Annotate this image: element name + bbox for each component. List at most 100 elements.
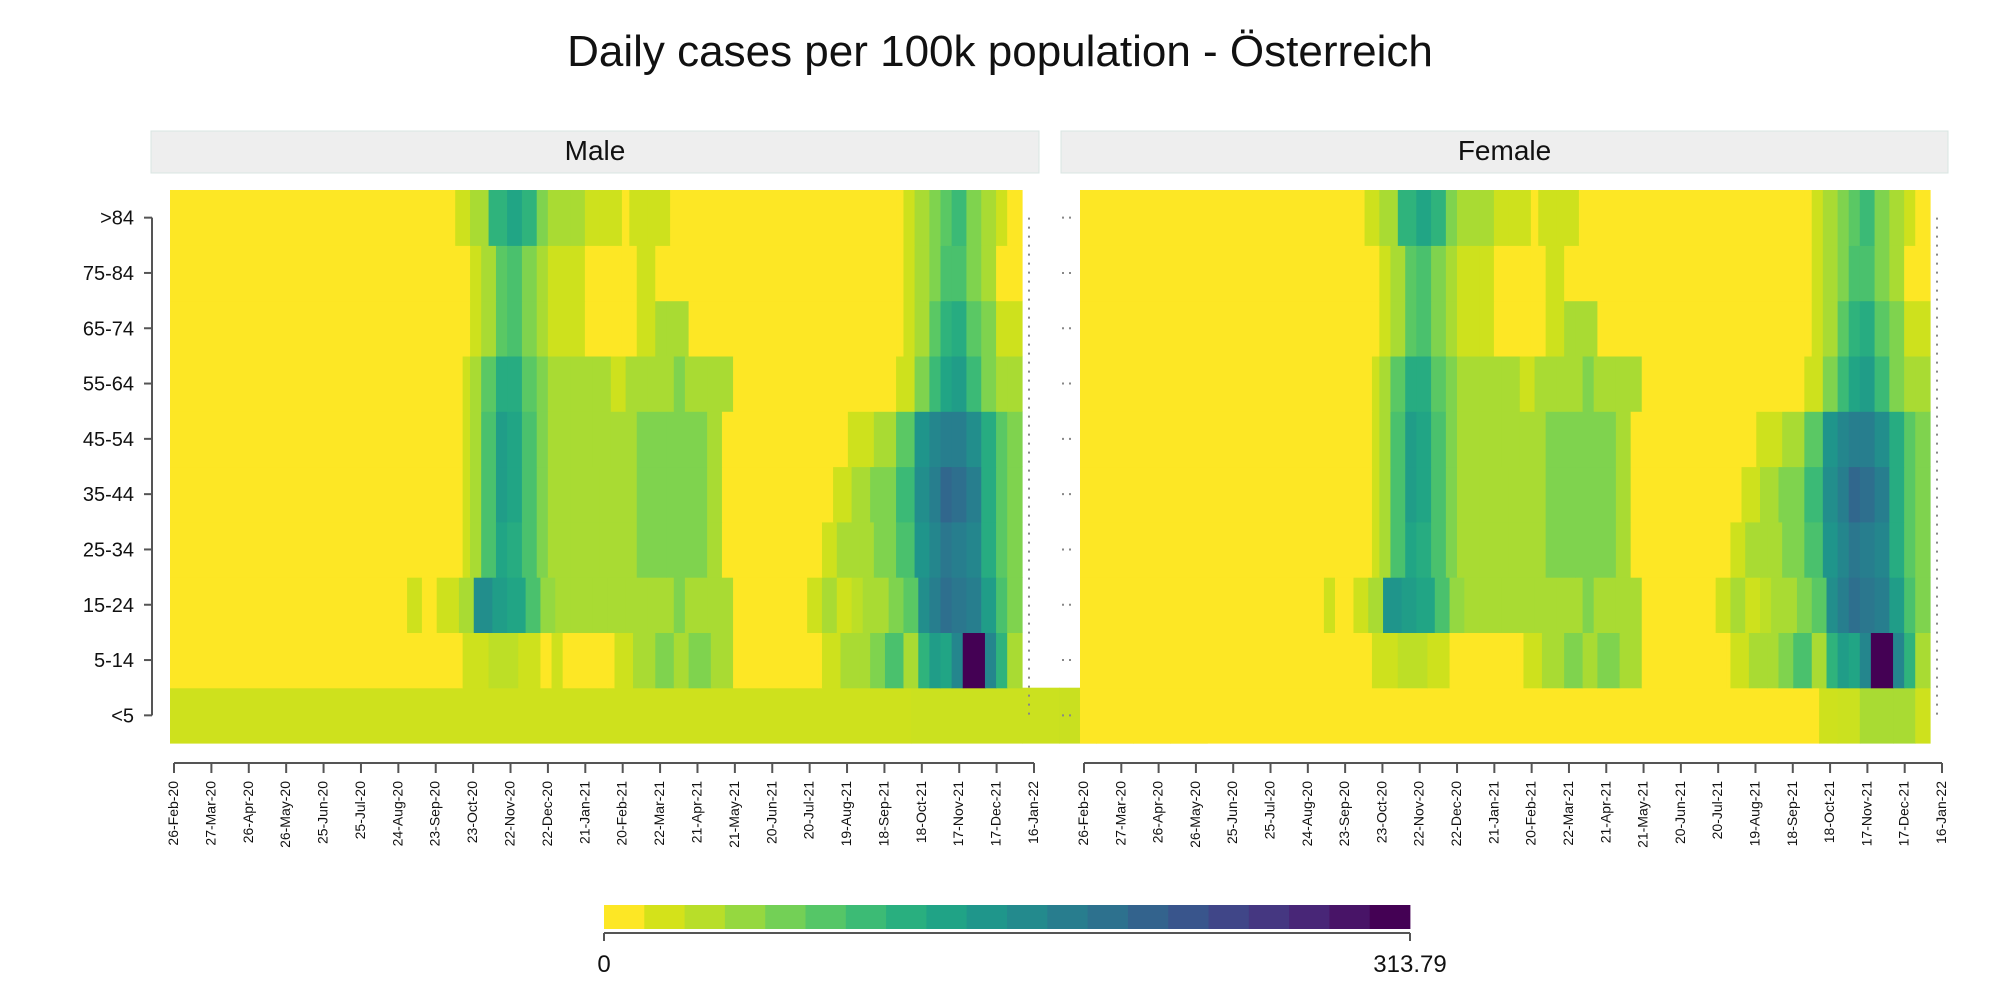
heatmap-cell	[470, 190, 490, 246]
heatmap-cell	[1874, 300, 1890, 357]
heatmap-cell	[896, 466, 916, 523]
heatmap-cell	[1915, 355, 1931, 412]
heatmap-cell	[1479, 355, 1502, 412]
heatmap-cell	[929, 190, 942, 246]
heatmap-cell	[1793, 632, 1813, 689]
heatmap-cell	[1434, 577, 1451, 633]
panel-female: Female 26-Feb-20 27-Mar-20 26-Apr-20 26-May-…	[1060, 130, 1949, 848]
x-tick-label: 16-Jan-22	[1025, 781, 1041, 844]
heatmap-cell	[721, 466, 834, 523]
heatmap-cell	[1530, 245, 1547, 302]
x-tick-label: 17-Nov-21	[950, 781, 966, 847]
x-tick-label: 17-Dec-21	[988, 781, 1004, 847]
heatmap-cell	[1431, 521, 1447, 578]
heatmap-cell	[655, 300, 667, 357]
x-tick-label: 20-Jun-21	[763, 781, 779, 844]
heatmap-cell	[1007, 521, 1023, 578]
heatmap-cell	[1889, 411, 1905, 468]
heatmap-cell	[1904, 300, 1931, 357]
legend-swatch	[644, 905, 685, 929]
heatmap-cell	[462, 355, 471, 412]
heatmap-cell	[536, 355, 549, 412]
y-tick-label: 55-64	[83, 374, 134, 396]
heatmap-cell	[1464, 577, 1480, 633]
heatmap-cell	[940, 577, 953, 633]
heatmap-cell	[1822, 300, 1839, 357]
heatmap-cell	[996, 632, 1008, 689]
heatmap-cell	[1508, 190, 1532, 246]
heatmap-cell	[495, 466, 508, 523]
heatmap-cell	[996, 577, 1008, 633]
heatmap-cell	[1390, 411, 1406, 468]
heatmap-cell	[1080, 521, 1373, 578]
x-tick-label: 26-May-20	[277, 781, 293, 848]
heatmap-cell	[1630, 466, 1743, 523]
heatmap-cell	[1007, 577, 1023, 633]
x-tick-label: 18-Sep-21	[1784, 781, 1800, 847]
facet-strip-male	[150, 130, 1040, 174]
heatmap-cell	[636, 411, 667, 468]
heatmap-cell	[1822, 355, 1839, 412]
heatmap-cell	[951, 245, 968, 302]
legend-swatch	[1047, 905, 1088, 929]
heatmap-cell	[1837, 466, 1850, 523]
heatmap-cell	[547, 300, 571, 357]
heatmap-cell	[1859, 521, 1876, 578]
heatmap-cell	[818, 632, 823, 689]
heatmap-cell	[721, 521, 823, 578]
heatmap-cell	[170, 521, 464, 578]
heatmap-cell	[1837, 632, 1850, 689]
heatmap-cell	[1811, 577, 1828, 633]
x-tick-label: 21-Apr-21	[688, 781, 704, 843]
heatmap-cell	[1556, 577, 1584, 633]
heatmap-cell	[1904, 577, 1916, 633]
heatmap-cell	[981, 411, 997, 468]
heatmap-cell	[1545, 300, 1565, 357]
heatmap-cell	[859, 521, 875, 578]
heatmap-cell	[1597, 300, 1805, 357]
heatmap-cell	[929, 355, 942, 412]
legend-max-label: 313.79	[1373, 951, 1446, 978]
heatmap-cell	[170, 411, 464, 468]
x-tick-label: 25-Jul-20	[352, 781, 368, 840]
heatmap-cell	[1405, 355, 1417, 412]
x-tick-label: 17-Nov-21	[1858, 781, 1874, 847]
heatmap-cell	[666, 521, 708, 578]
heatmap-cell	[1804, 245, 1813, 302]
heatmap-cell	[1007, 411, 1023, 468]
legend-swatch	[1087, 905, 1129, 929]
heatmap-cell	[836, 577, 853, 633]
heatmap-cell	[599, 190, 623, 246]
heatmap-cell	[470, 300, 482, 357]
heatmap-cell	[1456, 466, 1480, 523]
heatmap-cell	[470, 245, 482, 302]
heatmap-cell	[1405, 411, 1417, 468]
heatmap-cell	[481, 521, 497, 578]
heatmap-cell	[547, 355, 571, 412]
heatmap-cell	[914, 190, 930, 246]
heatmap-cell	[481, 411, 497, 468]
y-tick-label: >84	[100, 208, 134, 230]
x-tick-label: 22-Mar-21	[651, 781, 667, 846]
heatmap-cell	[1390, 355, 1406, 412]
heatmap-cell	[536, 245, 549, 302]
heatmap-cell	[1479, 466, 1510, 523]
legend-swatch	[1208, 905, 1250, 929]
heatmap-cell	[862, 577, 890, 633]
heatmap-cell	[647, 190, 671, 246]
legend-swatch	[1369, 905, 1411, 929]
heatmap-cell	[896, 355, 916, 412]
heatmap-cell	[903, 190, 916, 246]
heatmap-cell	[1397, 632, 1428, 689]
heatmap-cell	[666, 411, 708, 468]
heatmap-cell	[1641, 355, 1805, 412]
heatmap-cell	[1804, 521, 1824, 578]
x-tick-label: 24-Aug-20	[1299, 781, 1315, 847]
heatmap-cell	[896, 245, 905, 302]
heatmap-cell	[884, 632, 905, 689]
heatmap-cell	[570, 300, 586, 357]
heatmap-cell	[918, 632, 930, 689]
heatmap-cell	[1848, 411, 1861, 468]
heatmap-cell	[996, 190, 1008, 246]
heatmap-cell	[1822, 521, 1839, 578]
